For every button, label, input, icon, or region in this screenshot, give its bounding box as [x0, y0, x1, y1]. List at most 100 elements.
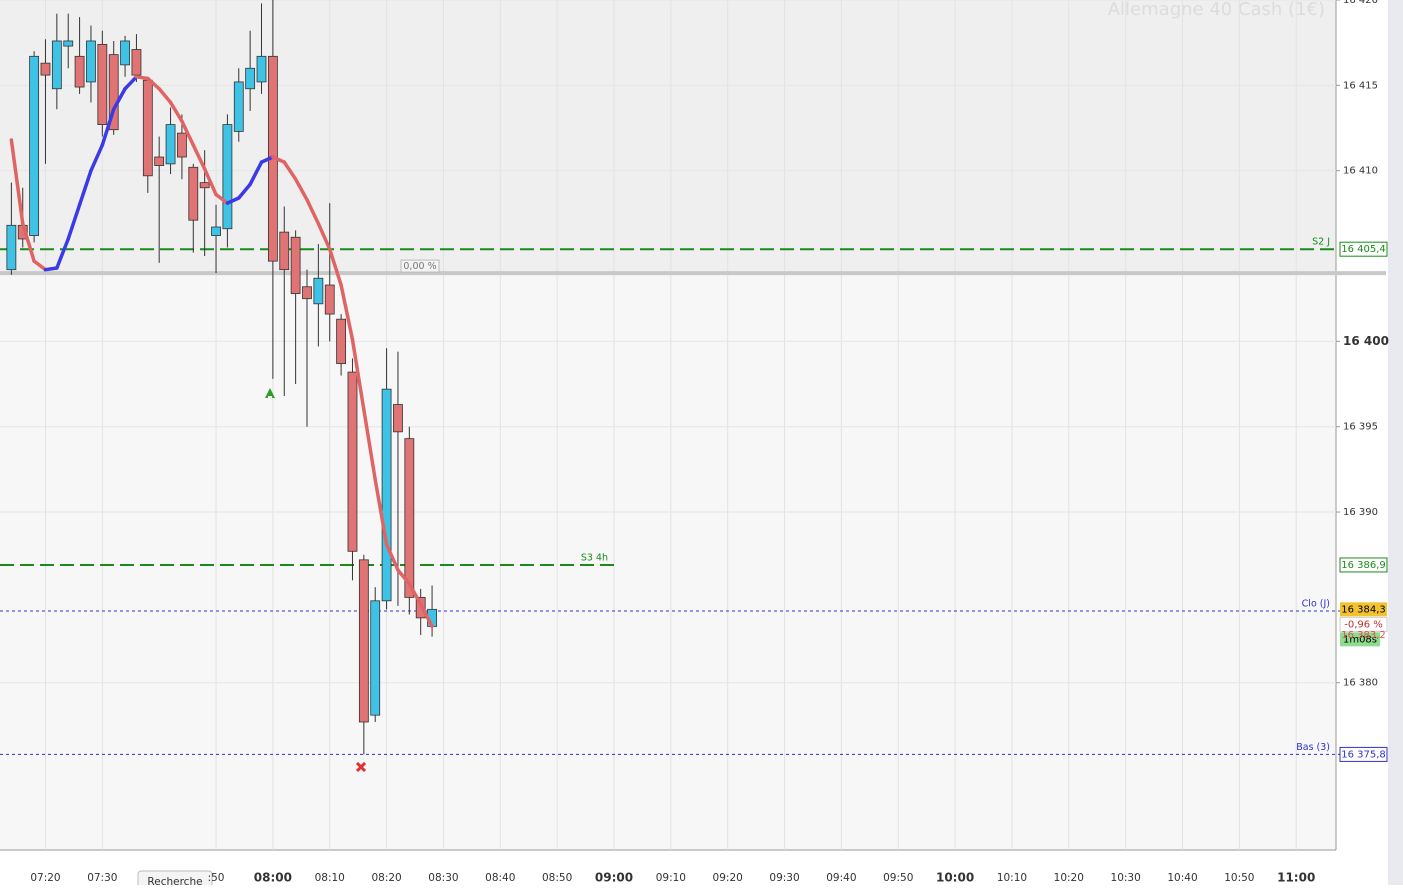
plot-upper-background	[0, 0, 1336, 274]
moving-average-segment	[396, 568, 412, 586]
x-tick-label: 10:10	[997, 872, 1027, 884]
candle-body	[256, 55, 267, 83]
last-price: 16 384,3	[1341, 604, 1386, 615]
moving-average-segment	[168, 100, 184, 123]
moving-average-segment	[180, 119, 196, 147]
moving-average-segment	[248, 160, 264, 187]
candle-body	[393, 404, 403, 433]
x-tick-label: 11:00	[1277, 871, 1315, 885]
marks	[6, 0, 437, 755]
candle-body	[381, 388, 392, 602]
candle-body	[336, 318, 347, 364]
watermark-title: Allemagne 40 Cash (1€)	[1108, 0, 1325, 20]
y-tick-label: 16 395	[1343, 422, 1378, 433]
moving-average-segment	[146, 76, 161, 91]
moving-average-segment	[77, 168, 93, 207]
moving-average-segment	[32, 259, 48, 272]
x-tick-label: 08:30	[428, 872, 458, 884]
level-price: 16 386,9	[1341, 560, 1386, 571]
x-tick-label: :50	[208, 872, 225, 884]
stop-signal	[355, 761, 367, 773]
last-price-box	[1340, 602, 1387, 617]
moving-average-segment	[123, 75, 139, 91]
toolbar[interactable]	[1388, 0, 1403, 885]
timer: 1m08s	[1343, 634, 1377, 645]
moving-average-segment	[134, 75, 150, 81]
change: -0,96 %	[1344, 619, 1383, 630]
level-name: S2 J	[1312, 237, 1330, 248]
moving-average-segment	[362, 407, 377, 482]
candle-body	[6, 224, 17, 271]
moving-average-segment	[89, 143, 105, 173]
candle-body	[302, 286, 312, 300]
moving-average-segment	[157, 87, 173, 105]
x-tick-label: 08:20	[371, 872, 401, 884]
x-tick-label: 08:10	[315, 872, 345, 884]
moving-average-segment	[282, 160, 298, 181]
candle-body	[279, 231, 290, 271]
reference-label: 0,00 %	[403, 261, 436, 272]
candle-body	[211, 226, 221, 236]
level-name: S3 4h	[581, 552, 608, 563]
moving-average-segment	[271, 155, 287, 164]
candle-body	[358, 559, 369, 723]
search-tab-label[interactable]: Recherche	[147, 876, 202, 888]
candle-body	[233, 81, 244, 132]
moving-average-segment	[339, 283, 355, 342]
y-tick-label: 16 390	[1343, 507, 1378, 518]
candle-body	[120, 40, 130, 66]
x-tick-label: 09:00	[595, 871, 633, 885]
candle-body	[74, 55, 85, 88]
candle-body	[142, 79, 153, 177]
moving-average-segment	[43, 266, 59, 272]
moving-average-segment	[327, 247, 343, 287]
x-tick-label: 10:20	[1054, 872, 1084, 884]
x-tick-label: 07:20	[30, 872, 60, 884]
moving-average-segment	[259, 155, 275, 164]
candle-body	[154, 156, 165, 166]
candle-body	[131, 49, 142, 76]
y-tick-label: 16 400	[1343, 334, 1389, 348]
level-price-box	[1339, 746, 1388, 762]
change-box	[1339, 616, 1388, 632]
y-tick-label: 16 410	[1343, 166, 1378, 177]
x-tick-label: 09:20	[713, 872, 743, 884]
x-tick-label: 09:50	[883, 872, 913, 884]
candle-body	[290, 236, 301, 294]
y-tick-label: 16 415	[1343, 80, 1378, 91]
candle-body	[108, 54, 119, 131]
moving-average-segment	[111, 87, 127, 111]
x-tick-label: 08:40	[485, 872, 515, 884]
level-price-box	[1339, 241, 1388, 257]
moving-average-segment	[202, 167, 218, 197]
candle-body	[63, 40, 74, 47]
reference-label-box	[400, 259, 440, 273]
candle-body	[404, 438, 415, 598]
timer-box	[1340, 632, 1380, 647]
candle-body	[222, 124, 233, 230]
x-tick-label: 09:30	[769, 872, 799, 884]
candle-body	[313, 277, 324, 305]
candle-body	[245, 67, 256, 90]
x-tick-label: 09:40	[826, 872, 856, 884]
moving-average-segment	[66, 203, 82, 241]
x-tick-label: 09:10	[656, 872, 686, 884]
level-price: 16 375,8	[1341, 749, 1386, 760]
candle-body	[199, 182, 210, 189]
candle-body	[347, 371, 358, 552]
level-price-box	[1339, 557, 1388, 573]
moving-average-segment	[214, 192, 230, 205]
moving-average-segment	[225, 196, 241, 205]
level-name: Clo (J)	[1302, 599, 1330, 610]
moving-average-segment	[305, 197, 321, 226]
x-tick-label: 10:40	[1167, 872, 1197, 884]
buy-signal	[265, 388, 275, 398]
candle-body	[40, 62, 51, 76]
levels: 0,00 % S2 J 16 405,4 S3 4h 16 386,9 Clo (J) Ba…	[0, 237, 1388, 762]
moving-average-segment	[373, 477, 389, 547]
moving-average-segment	[350, 337, 366, 412]
moving-average-segment	[316, 221, 332, 251]
x-tick-label: 10:30	[1111, 872, 1141, 884]
